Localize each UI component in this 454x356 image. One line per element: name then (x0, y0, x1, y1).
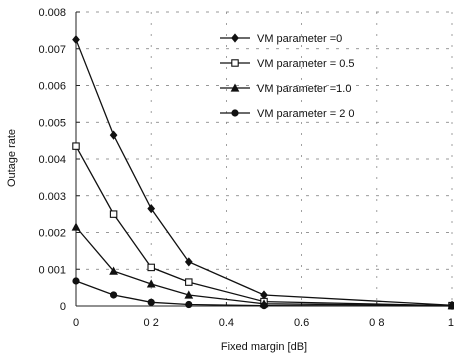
series-line (75, 145, 453, 307)
data-point (72, 34, 80, 45)
data-point (448, 302, 454, 310)
y-tick-label: 0.004 (38, 154, 66, 166)
legend-label: VM parameter =1.0 (257, 83, 351, 95)
x-tick-label: 0 8 (369, 317, 384, 329)
data-point (260, 290, 268, 300)
x-tick-label: 0.4 (219, 317, 234, 329)
legend-swatch-marker (230, 83, 240, 92)
series-line (75, 39, 453, 306)
data-point (109, 210, 118, 218)
data-point (185, 278, 193, 286)
data-point (185, 300, 193, 309)
legend-label: VM parameter = 0.5 (257, 58, 355, 70)
data-point (72, 142, 80, 150)
data-point (109, 266, 118, 275)
legend-item: VM parameter = 0.5 (220, 58, 355, 70)
series-diamond (72, 34, 454, 310)
y-axis-label: Outage rate (6, 129, 18, 187)
y-tick-label: 0.003 (38, 191, 66, 203)
grid-lines (76, 11, 453, 306)
y-tick-label: 0.006 (38, 81, 66, 93)
x-axis-label: Fixed margin [dB] (221, 341, 307, 353)
axes: 0 0 001 0.002 0.003 0.004 0.005 0.006 0.007 0.00… (38, 7, 454, 329)
x-tick-label: 0 2 (144, 317, 159, 329)
legend-swatch-marker (231, 109, 239, 117)
legend-label: VM parameter =0 (257, 33, 342, 45)
legend-item: VM parameter =1.0 (220, 83, 351, 95)
y-tick-label: 0 001 (38, 264, 66, 276)
x-tick-label: 0.6 (294, 317, 309, 329)
x-tick-label: 0 (73, 317, 79, 329)
legend-swatch-marker (231, 33, 239, 43)
series-circle (72, 277, 454, 310)
y-tick-label: 0 (60, 301, 66, 313)
series-line (75, 280, 453, 307)
legend-swatch-marker (231, 59, 239, 67)
y-tick-label: 0.008 (38, 7, 66, 19)
data-point (184, 257, 193, 267)
data-point (71, 222, 81, 231)
y-tick-label: 0.007 (38, 44, 66, 56)
legend-item: VM parameter =0 (220, 33, 342, 45)
legend: VM parameter =0 VM parameter = 0.5 VM para… (220, 33, 355, 120)
data-point (146, 279, 156, 288)
data-point (110, 291, 118, 299)
data-point (260, 302, 268, 310)
series-line (75, 226, 453, 307)
data-point (147, 263, 155, 272)
legend-label: VM parameter = 2 0 (257, 108, 355, 120)
data-point (147, 298, 155, 306)
data-point (147, 204, 156, 214)
y-tick-label: 0.002 (38, 228, 66, 240)
data-point (184, 290, 194, 299)
y-tick-label: 0.005 (38, 117, 66, 129)
legend-item: VM parameter = 2 0 (220, 108, 355, 120)
x-tick-label: 1 (448, 317, 454, 329)
data-point (109, 130, 118, 140)
data-point (72, 277, 80, 285)
series-layer (71, 34, 454, 310)
